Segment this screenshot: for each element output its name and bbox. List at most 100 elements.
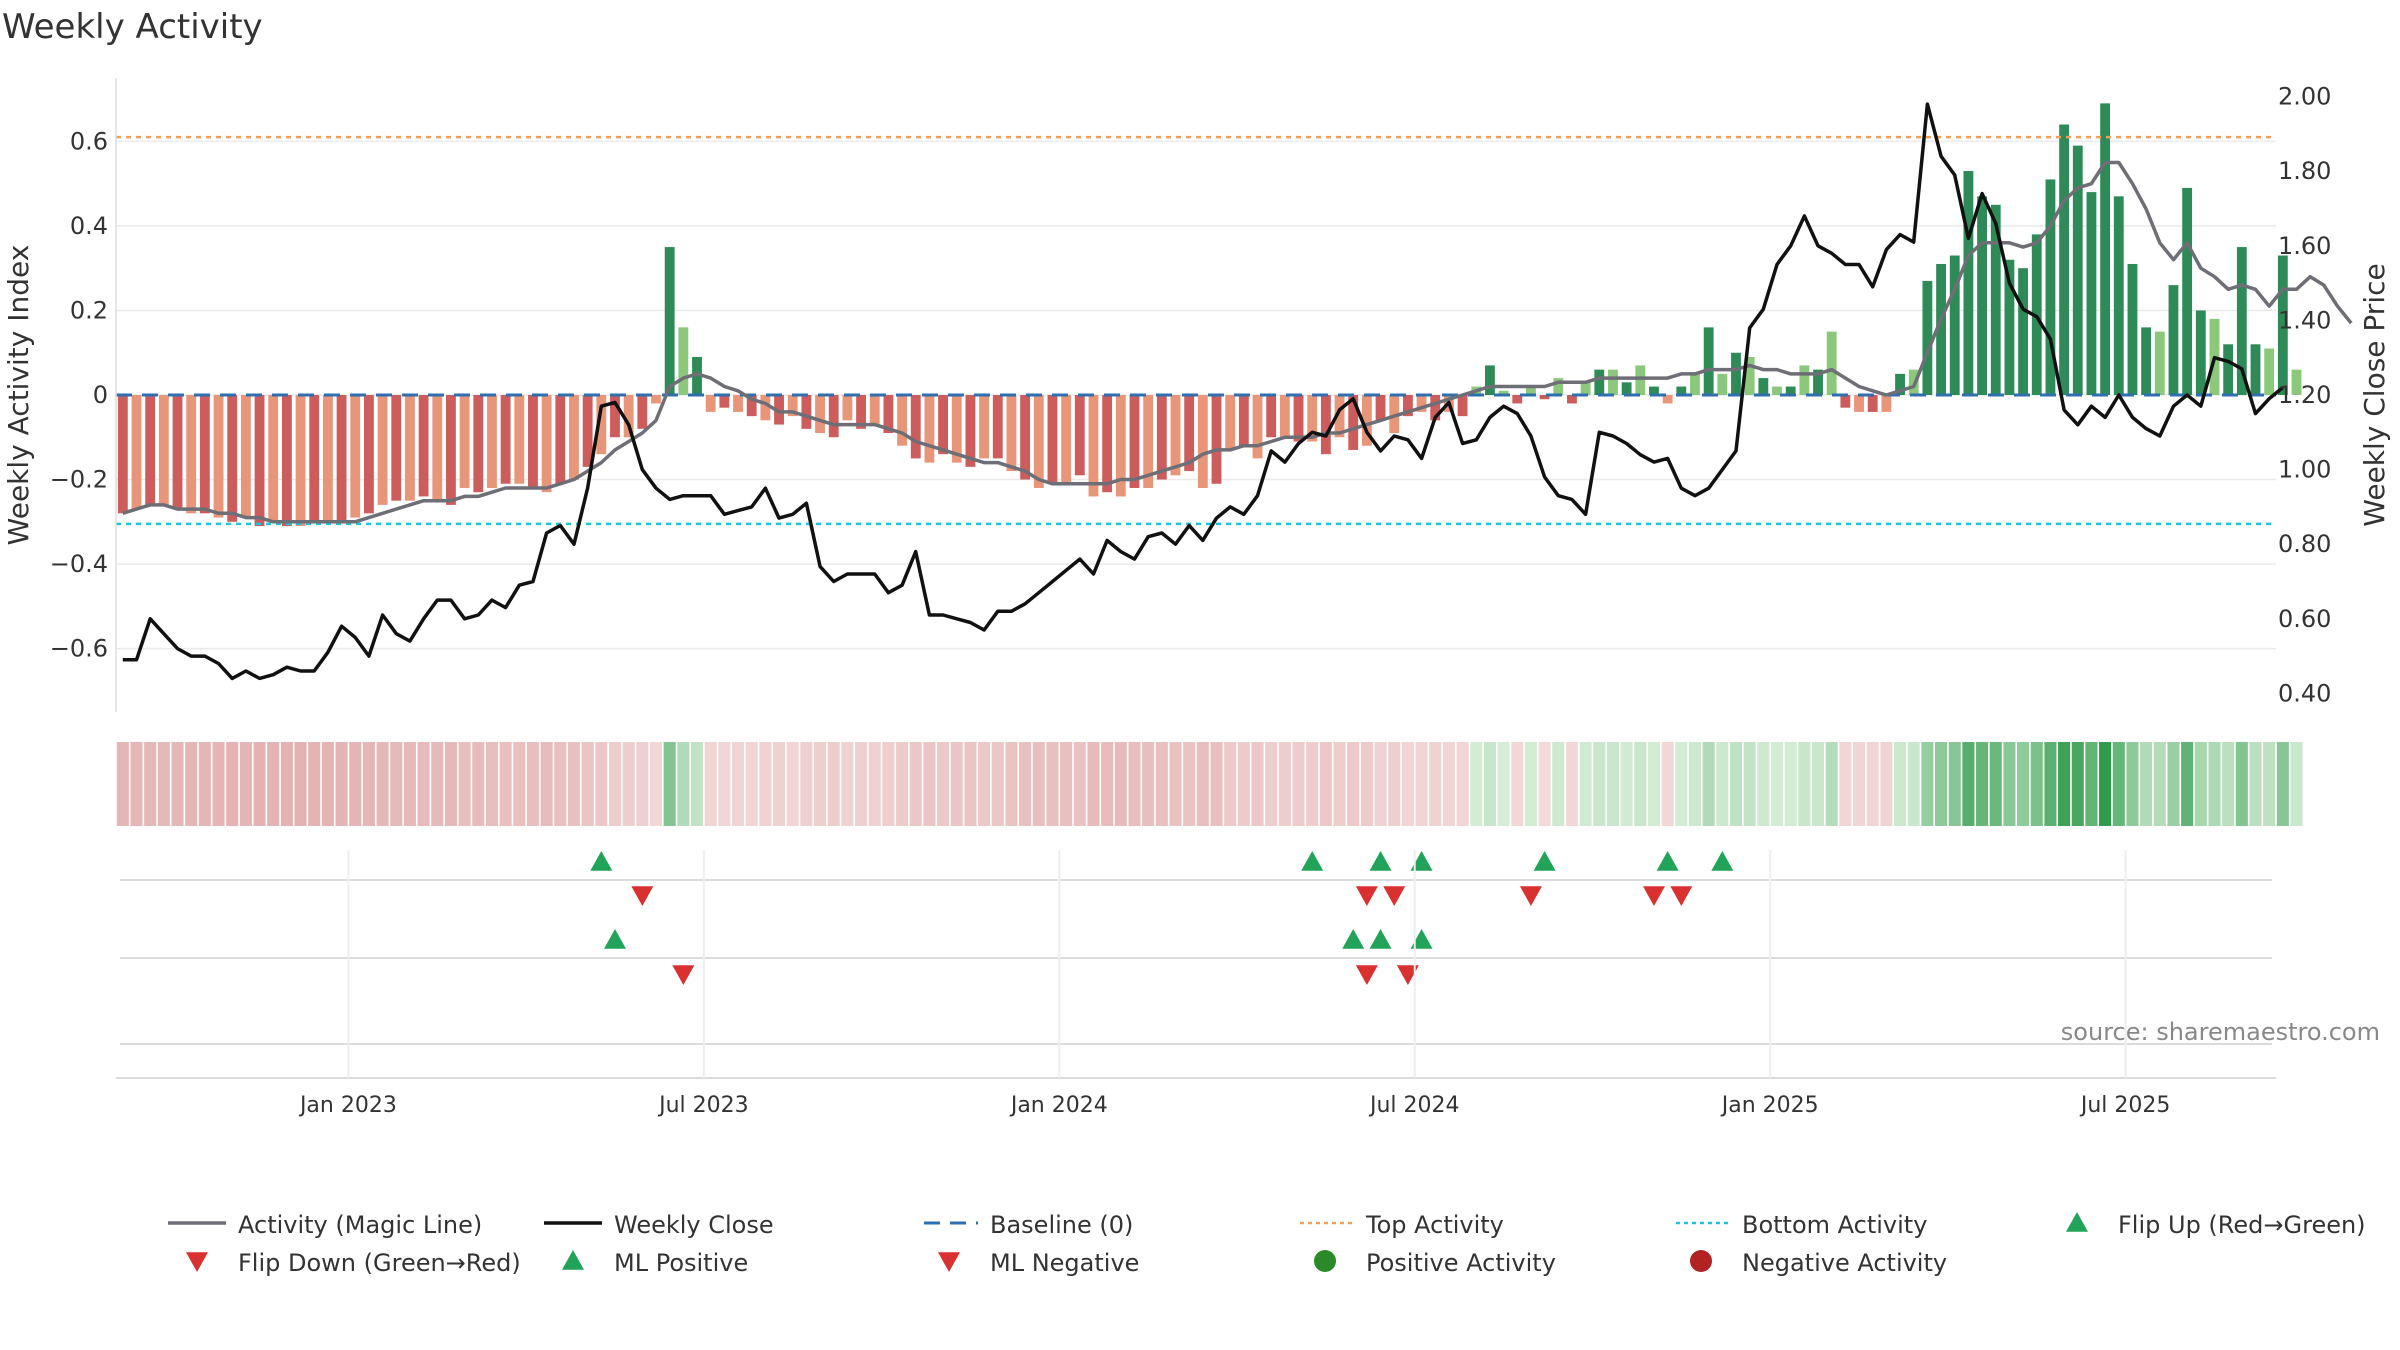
bar-negative xyxy=(1662,395,1673,404)
heat-cell xyxy=(2290,742,2303,826)
chart-title: Weekly Activity xyxy=(2,7,263,47)
bar-negative xyxy=(1402,395,1413,417)
heat-cell xyxy=(1606,742,1619,826)
bar-negative xyxy=(1881,395,1892,412)
heat-cell xyxy=(1989,742,2002,826)
heat-cell xyxy=(1032,742,1045,826)
heat-cell xyxy=(1183,742,1196,826)
bar-negative xyxy=(295,395,306,527)
bar-positive xyxy=(2127,263,2138,395)
activity-heat-strip xyxy=(116,742,2303,826)
bar-negative xyxy=(500,395,511,484)
bar-negative xyxy=(979,395,990,459)
bar-negative xyxy=(1389,395,1400,434)
bar-positive xyxy=(1813,369,1823,395)
legend-swatch-triangle-down xyxy=(186,1252,208,1272)
heat-cell xyxy=(1565,742,1578,826)
heat-cell xyxy=(1114,742,1127,826)
heat-cell xyxy=(1046,742,1059,826)
heat-cell xyxy=(239,742,252,826)
bar-positive xyxy=(2045,179,2056,395)
heat-cell xyxy=(1101,742,1114,826)
heat-cell xyxy=(1442,742,1455,826)
heat-cell xyxy=(1483,742,1496,826)
heat-cell xyxy=(1470,742,1483,826)
y-tick-left-label: 0.6 xyxy=(70,127,108,155)
legend-item: ML Negative xyxy=(938,1249,1139,1277)
bar-negative xyxy=(637,395,648,429)
legend-label: Activity (Magic Line) xyxy=(238,1211,482,1239)
heat-cell xyxy=(376,742,389,826)
heat-cell xyxy=(431,742,444,826)
legend-label: Top Activity xyxy=(1365,1211,1504,1239)
bar-negative xyxy=(1238,395,1249,446)
heat-cell xyxy=(868,742,881,826)
heat-cell xyxy=(718,742,731,826)
bar-negative xyxy=(1307,395,1318,442)
heat-cell xyxy=(2194,742,2207,826)
heat-cell xyxy=(321,742,334,826)
bar-negative xyxy=(350,395,361,518)
legend-label: Baseline (0) xyxy=(990,1211,1133,1239)
heat-cell xyxy=(1688,742,1702,826)
heat-cell xyxy=(1511,742,1524,826)
bar-positive xyxy=(2154,331,2165,395)
bar-negative xyxy=(322,395,333,522)
heat-cell xyxy=(745,742,758,826)
bar-positive xyxy=(2291,369,2302,395)
bar-negative xyxy=(1840,395,1851,408)
heat-cell xyxy=(704,742,717,826)
bar-negative xyxy=(610,395,620,438)
bar-positive xyxy=(2086,192,2097,395)
bar-negative xyxy=(842,395,853,421)
heat-cell xyxy=(1907,742,1920,826)
bar-negative xyxy=(965,395,976,467)
bar-positive xyxy=(2100,103,2111,396)
heat-cell xyxy=(827,742,840,826)
bar-negative xyxy=(446,395,456,505)
legend-label: ML Negative xyxy=(990,1249,1139,1277)
x-tick-label: Jan 2023 xyxy=(298,1093,397,1118)
heat-cell xyxy=(226,742,239,826)
heat-cell xyxy=(786,742,799,826)
bar-negative xyxy=(117,395,128,514)
bar-negative xyxy=(213,395,224,518)
bar-negative xyxy=(1143,395,1154,488)
legend-item: Bottom Activity xyxy=(1676,1211,1927,1239)
heat-cell xyxy=(472,742,485,826)
bar-negative xyxy=(1088,395,1099,497)
bar-negative xyxy=(1567,395,1577,404)
bar-positive xyxy=(1594,369,1605,395)
y-tick-right-label: 0.60 xyxy=(2278,605,2331,633)
heat-cell xyxy=(2276,742,2289,826)
bar-negative xyxy=(240,395,251,518)
bar-negative xyxy=(1129,395,1140,488)
heat-cell xyxy=(991,742,1004,826)
bar-negative xyxy=(1266,395,1277,438)
heat-cell xyxy=(485,742,498,826)
heat-cell xyxy=(622,742,635,826)
heat-cell xyxy=(526,742,539,826)
heat-cell xyxy=(1729,742,1743,826)
heat-cell xyxy=(1811,742,1825,826)
heat-cell xyxy=(2030,742,2043,826)
heat-cell xyxy=(1757,742,1770,826)
heat-cell xyxy=(1128,742,1141,826)
bar-negative xyxy=(528,395,538,488)
bar-negative xyxy=(1006,395,1017,472)
heat-cell xyxy=(814,742,827,826)
heat-cell xyxy=(458,742,471,826)
bar-positive xyxy=(1785,386,1796,395)
heat-cell xyxy=(362,742,375,826)
heat-cell xyxy=(1388,742,1401,826)
heat-cell xyxy=(157,742,170,826)
heat-cell xyxy=(1784,742,1797,826)
bar-negative xyxy=(555,395,566,484)
x-tick-label: Jan 2024 xyxy=(1009,1093,1108,1118)
y-axis-left-label: Weekly Activity Index xyxy=(2,245,35,546)
heat-cell xyxy=(1169,742,1182,826)
y-tick-left-label: −0.6 xyxy=(50,635,108,663)
bar-positive xyxy=(1731,352,1741,395)
heat-cell xyxy=(1237,742,1250,826)
heat-cell xyxy=(417,742,430,826)
